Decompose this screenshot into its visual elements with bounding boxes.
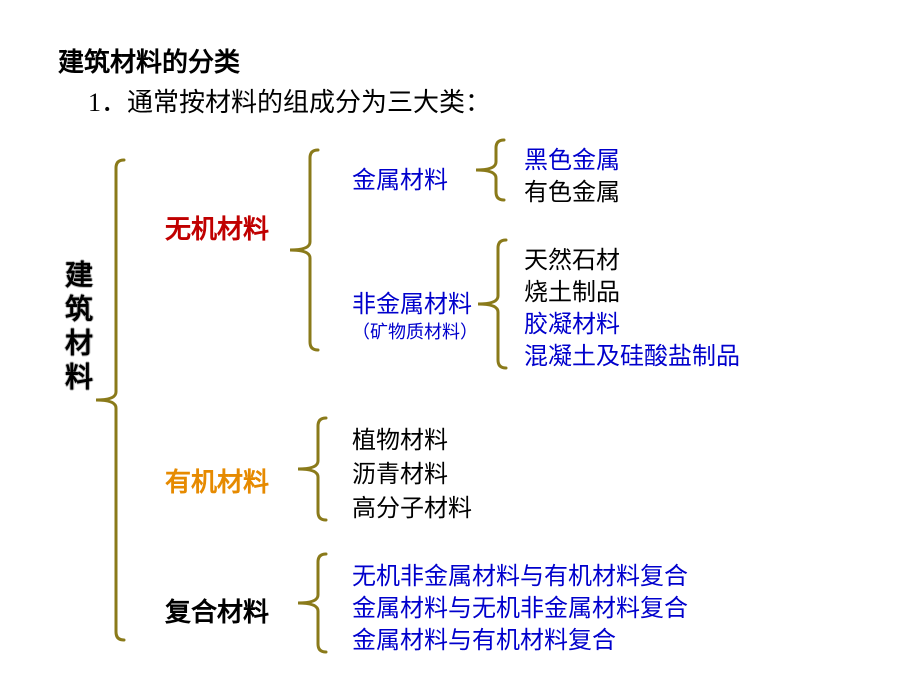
leaf-nonferrous: 有色金属 (524, 172, 620, 207)
cat-organic: 有机材料 (165, 462, 269, 499)
subcat-nonmetal-note: （矿物质材料） (352, 318, 478, 344)
leaf-plant: 植物材料 (352, 420, 448, 455)
leaf-concrete: 混凝土及硅酸盐制品 (524, 336, 740, 371)
leaf-polymer: 高分子材料 (352, 488, 472, 523)
leaf-asphalt: 沥青材料 (352, 454, 448, 489)
leaf-cementitious: 胶凝材料 (524, 304, 620, 339)
page-subtitle: 1．通常按材料的组成分为三大类： (88, 82, 491, 119)
leaf-comp3: 金属材料与有机材料复合 (352, 620, 616, 655)
subcat-metal: 金属材料 (352, 160, 448, 195)
subcat-nonmetal: 非金属材料 (352, 284, 472, 319)
leaf-comp1: 无机非金属材料与有机材料复合 (352, 556, 688, 591)
leaf-comp2: 金属材料与无机非金属材料复合 (352, 588, 688, 623)
root-label: 建筑材料 (56, 260, 96, 396)
leaf-stone: 天然石材 (524, 240, 620, 275)
page-title: 建筑材料的分类 (58, 42, 240, 79)
cat-inorganic: 无机材料 (165, 209, 269, 246)
cat-composite: 复合材料 (165, 592, 269, 629)
leaf-fired: 烧土制品 (524, 272, 620, 307)
leaf-ferrous: 黑色金属 (524, 140, 620, 175)
